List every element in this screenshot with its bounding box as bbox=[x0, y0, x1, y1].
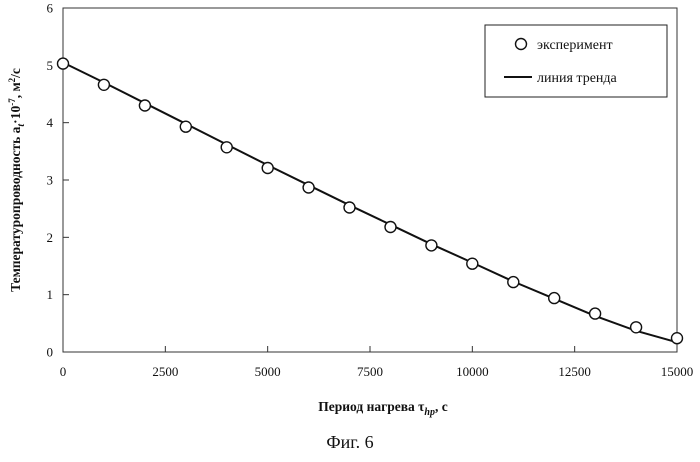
experiment-point bbox=[385, 222, 396, 233]
y-axis-title: Температуропроводность at·10-7, м2/с bbox=[7, 68, 27, 292]
x-axis-title: Период нагрева τhp, с bbox=[318, 399, 447, 418]
y-tick-label: 1 bbox=[47, 287, 54, 302]
legend-label-trend: линия тренда bbox=[537, 71, 618, 86]
y-tick-label: 3 bbox=[47, 173, 54, 188]
y-axis: 0 1 2 3 4 5 6 bbox=[47, 1, 70, 360]
x-tick-label: 2500 bbox=[152, 364, 178, 379]
trend-line bbox=[63, 63, 677, 343]
experiment-point bbox=[590, 308, 601, 319]
experiment-point bbox=[98, 79, 109, 90]
experiment-point bbox=[58, 58, 69, 69]
x-tick-label: 15000 bbox=[661, 364, 694, 379]
y-tick-label: 2 bbox=[47, 230, 54, 245]
y-tick-label: 4 bbox=[47, 115, 54, 130]
x-tick-label: 0 bbox=[60, 364, 67, 379]
x-tick-label: 7500 bbox=[357, 364, 383, 379]
chart: 0 2500 5000 7500 10000 12500 15000 0 1 2 3 4 5 6 Пер… bbox=[0, 0, 700, 430]
experiment-point bbox=[672, 333, 683, 344]
y-tick-label: 0 bbox=[47, 345, 54, 360]
experiment-point bbox=[180, 121, 191, 132]
figure-caption: Фиг. 6 bbox=[0, 432, 700, 453]
experiment-point bbox=[303, 182, 314, 193]
experiment-point bbox=[467, 258, 478, 269]
legend-marker-experiment bbox=[516, 39, 527, 50]
experiment-point bbox=[631, 322, 642, 333]
y-tick-label: 6 bbox=[47, 1, 54, 16]
x-tick-label: 12500 bbox=[558, 364, 591, 379]
x-tick-label: 5000 bbox=[255, 364, 281, 379]
x-tick-label: 10000 bbox=[456, 364, 489, 379]
experiment-point bbox=[549, 293, 560, 304]
legend: эксперимент линия тренда bbox=[485, 25, 667, 97]
experiment-point bbox=[508, 277, 519, 288]
experiment-point bbox=[262, 163, 273, 174]
legend-box bbox=[485, 25, 667, 97]
y-tick-label: 5 bbox=[47, 58, 54, 73]
experiment-points bbox=[58, 58, 683, 344]
experiment-point bbox=[344, 202, 355, 213]
experiment-point bbox=[221, 142, 232, 153]
x-axis: 0 2500 5000 7500 10000 12500 15000 bbox=[60, 346, 694, 379]
legend-label-experiment: эксперимент bbox=[537, 38, 613, 53]
experiment-point bbox=[139, 100, 150, 111]
experiment-point bbox=[426, 240, 437, 251]
